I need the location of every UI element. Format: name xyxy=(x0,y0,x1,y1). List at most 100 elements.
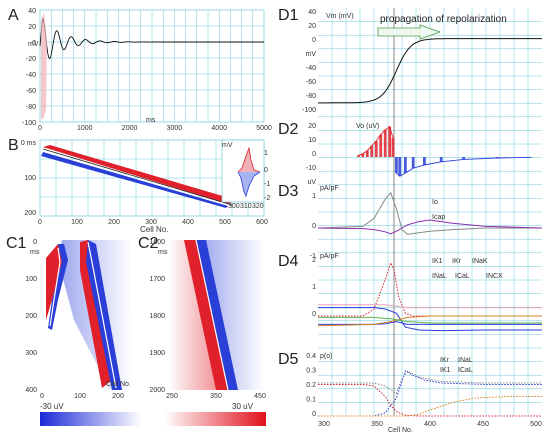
panel-a-ytick: -100 xyxy=(22,120,36,127)
panel-d4-traces xyxy=(317,261,542,332)
panel-d2-bar xyxy=(365,150,369,157)
panel-b-xtick: 600 xyxy=(256,219,268,226)
panel-d2-ytick: 20 xyxy=(308,123,316,130)
panel-letter-D4: D4 xyxy=(278,253,299,270)
panel-b-inset-ytick-1: 1 xyxy=(264,150,268,157)
panel-d5-xtick: 350 xyxy=(371,421,383,428)
panel-c2-ytick: 1700 xyxy=(149,276,165,283)
panel-c1-ytick: 200 xyxy=(25,313,37,320)
panel-letter-D5: D5 xyxy=(278,351,299,368)
panel-a-xtick: 2000 xyxy=(122,125,138,132)
panel-d1-ytick: 20 xyxy=(308,23,316,30)
panel-b-inset-ytick-m2: -2 xyxy=(264,195,270,202)
panel-d2-bar xyxy=(423,157,426,165)
colorbar-min-label: -30 uV xyxy=(40,402,64,411)
panel-d5-xtick: 500 xyxy=(530,421,542,428)
panel-a-ytick: -80 xyxy=(26,104,36,111)
panel-b-xtick: 100 xyxy=(71,219,83,226)
panel-a-xlabel: ms xyxy=(146,117,156,124)
panel-a-ytick: -20 xyxy=(26,56,36,63)
panel-b-xtick: 300 xyxy=(145,219,157,226)
panel-d5-ytick: 0 xyxy=(312,411,316,418)
panel-d1-ytick: 40 xyxy=(308,9,316,16)
panel-d4-legend-ical: ICaL xyxy=(455,273,470,280)
panel-d5-ytick: 0.3 xyxy=(306,368,316,375)
panel-d4-trace-ikr xyxy=(318,307,542,332)
panel-c2-ytick: 2000 xyxy=(149,387,165,394)
panel-d5-legend-ik1: IK1 xyxy=(440,367,451,374)
panel-d4-ytick: 2 xyxy=(312,257,316,264)
panel-d3-ytick: 1 xyxy=(312,193,316,200)
panel-b: 0 100 200 300 400 500 600 0 ms 100 200 Cell No. m… xyxy=(21,139,270,234)
panel-b-ytick: 200 xyxy=(24,210,36,217)
panel-d2-envelope xyxy=(358,125,394,156)
panel-d1: Vm (mV) propagation of repolarization xyxy=(318,13,542,104)
panel-a: 0 1000 2000 3000 4000 5000 40 20 0 -20 -40 -60 -80 -1… xyxy=(22,8,272,132)
panel-c2-ytick: 1600 xyxy=(149,239,165,246)
panel-d1-arrow xyxy=(377,24,442,40)
panel-b-diagonal xyxy=(42,148,233,206)
panel-letter-C2: C2 xyxy=(138,235,159,252)
panel-d1-ytick: -40 xyxy=(306,65,316,72)
panel-d2-bar xyxy=(361,153,365,157)
panel-d3-ylabel: pA/pF xyxy=(320,185,339,192)
panel-d3-legend-icap: Icap xyxy=(432,214,445,221)
panel-d4-legend-ik1: IK1 xyxy=(432,258,443,265)
panel-d4-ylabel: pA/pF xyxy=(320,253,339,260)
panel-d5-legend-ikr: IKr xyxy=(440,357,450,364)
panel-d3-traces xyxy=(317,191,543,235)
panel-d3-ytick: -1 xyxy=(310,253,316,260)
panel-a-ytick: -40 xyxy=(26,72,36,79)
panel-c1-ytick: 0 xyxy=(33,239,37,246)
panel-b-inset-blue-trace xyxy=(237,171,261,198)
panel-a-xtick: 3000 xyxy=(167,125,183,132)
panel-c2-xtick: 450 xyxy=(254,393,266,400)
panel-d2-ytick: 10 xyxy=(308,137,316,144)
panel-letter-C1: C1 xyxy=(6,235,27,252)
panel-c1-xtick: 0 xyxy=(40,393,44,400)
panel-c2-blue-glow xyxy=(200,240,264,390)
panel-b-inset-ylabel: mV xyxy=(222,142,233,149)
panel-c2-xtick: 350 xyxy=(210,393,222,400)
panel-b-inset-red-trace xyxy=(237,146,261,173)
panel-d2: Vo (uV) xyxy=(356,123,533,177)
panel-d1-ytick: 0 xyxy=(312,37,316,44)
panel-d2-envelope xyxy=(396,156,531,177)
panel-c2-blue-band xyxy=(196,240,238,390)
panel-d2-bar xyxy=(391,137,395,157)
panel-d1-ytick: -80 xyxy=(306,93,316,100)
panel-d1-ytick: mV xyxy=(306,51,317,58)
panel-c2-red-glow xyxy=(168,240,216,390)
panel-d3-trace-icap xyxy=(317,219,543,235)
panel-d2-ytick: -10 xyxy=(306,165,316,172)
panel-c2-red-band xyxy=(184,240,228,390)
panel-b-red-band xyxy=(43,145,236,204)
panel-c1-xtick: 100 xyxy=(74,393,86,400)
panel-b-ticks: 0 100 200 300 400 500 600 0 ms 100 200 xyxy=(21,140,268,226)
panel-d1-ytick: -60 xyxy=(306,79,316,86)
panel-d4-legend-inak: INaK xyxy=(472,258,488,265)
panel-d2-bar xyxy=(356,155,360,157)
panel-b-ytick: 100 xyxy=(24,175,36,182)
panel-d2-bar xyxy=(462,157,465,160)
panel-c1-xlabel: Cell No. xyxy=(106,381,131,388)
panel-d1-trace xyxy=(318,38,542,104)
panel-a-ytick: -60 xyxy=(26,88,36,95)
panel-a-xtick: 5000 xyxy=(256,125,272,132)
panel-d1-ylabel: Vm (mV) xyxy=(326,13,354,20)
panel-c1-right-red-band xyxy=(80,240,112,388)
panel-c2-front-line xyxy=(195,239,229,391)
panel-d3: pA/pF Io Icap xyxy=(317,185,543,235)
panel-b-xtick: 500 xyxy=(219,219,231,226)
panel-d2-ylabel: Vo (uV) xyxy=(356,123,379,130)
panel-d3-ytick: 0 xyxy=(312,223,316,230)
panel-d5-trace-ik1 xyxy=(318,384,542,417)
panel-d5-trace-ikr xyxy=(318,370,542,417)
panel-letter-A: A xyxy=(8,7,19,24)
panel-d-ticks: 40200mV-40-60-80-10020100-10uV10-12100.4… xyxy=(302,9,542,428)
panel-letter-D3: D3 xyxy=(278,183,299,200)
